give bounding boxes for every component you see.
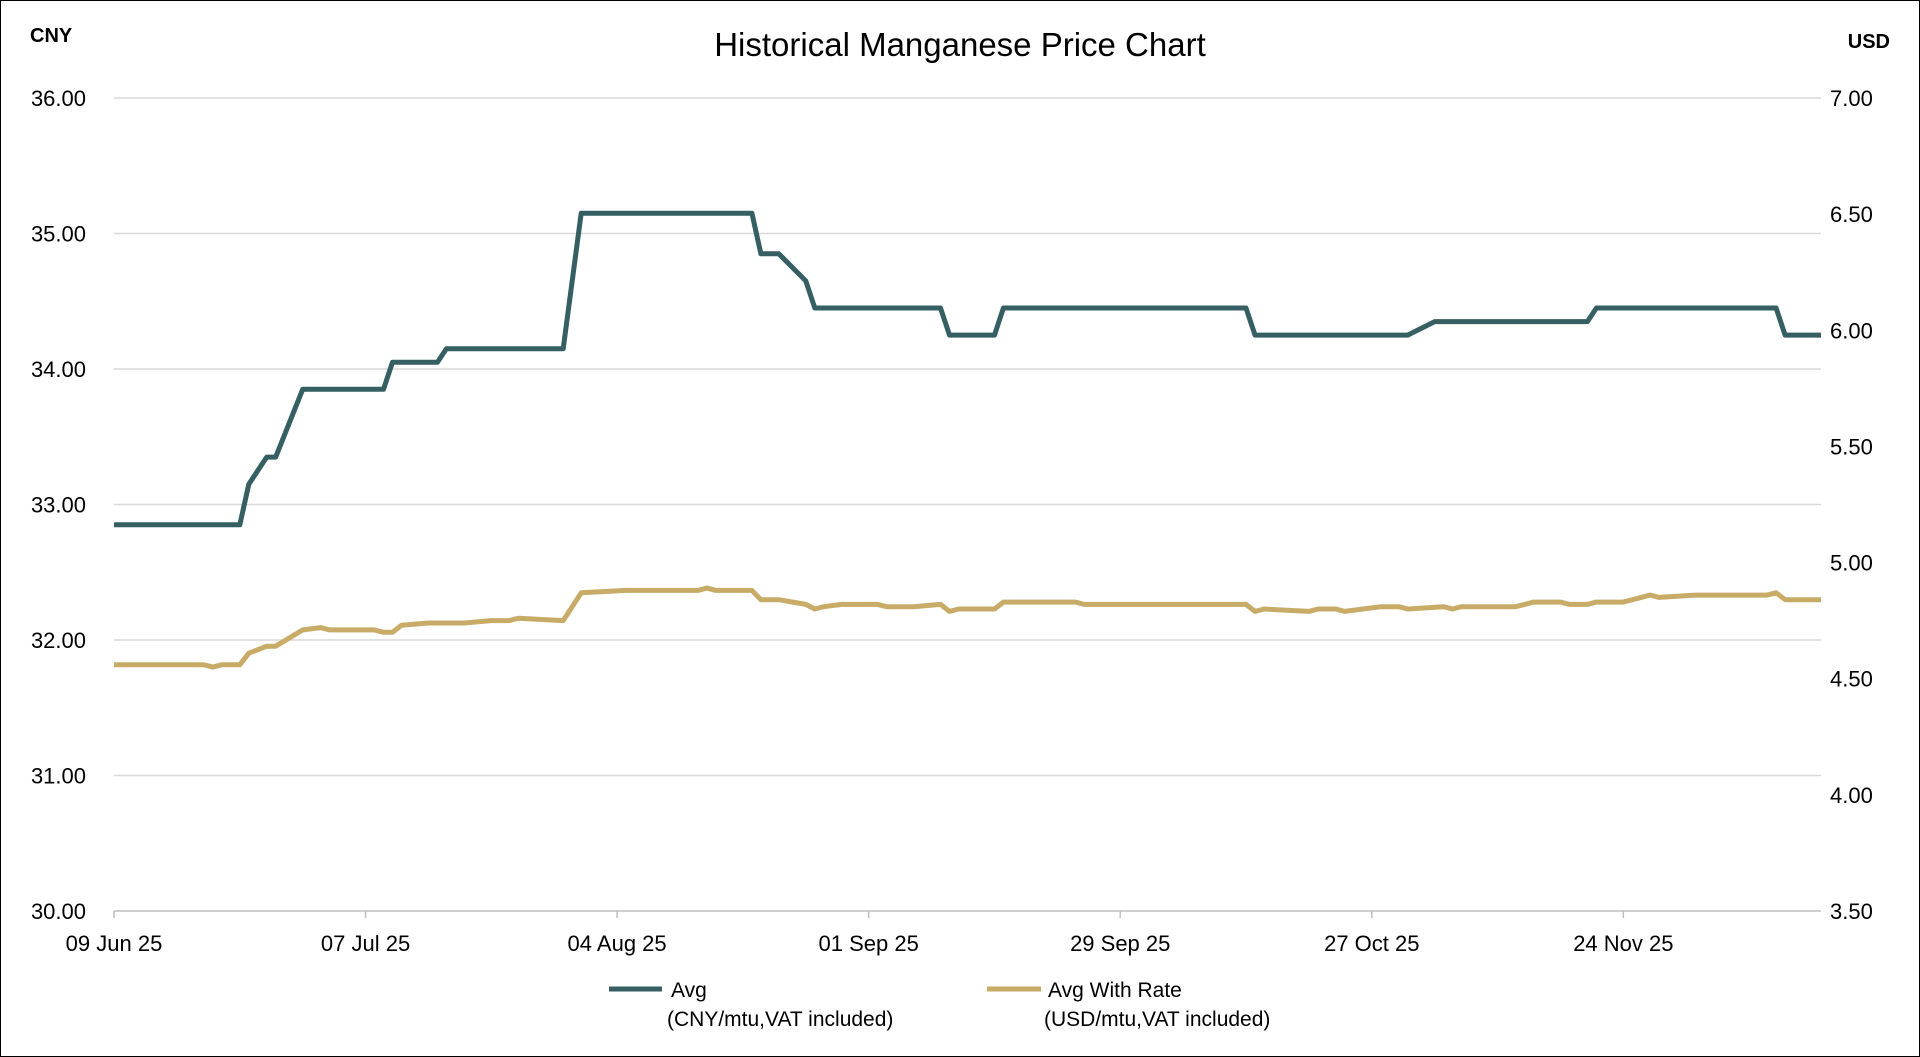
x-tick-label: 01 Sep 25 [819,931,919,956]
series-line-avg-with-rate [114,585,1821,670]
y-left-tick-label: 30.00 [31,899,86,924]
y-left-tick-label: 31.00 [31,764,86,789]
y-right-tick-label: 4.00 [1830,783,1873,808]
x-tick-label: 24 Nov 25 [1573,931,1673,956]
x-tick-label: 07 Jul 25 [321,931,410,956]
chart-title: Historical Manganese Price Chart [714,26,1206,63]
y-right-tick-label: 4.50 [1830,667,1873,692]
y-left-axis-label: CNY [30,25,73,47]
y-right-axis-label: USD [1848,31,1890,53]
legend: Avg (CNY/mtu,VAT included) Avg With Rate… [609,979,1270,1031]
y-right-tick-label: 5.50 [1830,434,1873,459]
axis-ticks: 30.00 31.00 32.00 33.00 34.00 35.00 36.00 3.50 4… [31,86,1873,956]
legend-label-avg-with-rate: Avg With Rate [1048,979,1182,1002]
legend-unit-avg: (CNY/mtu,VAT included) [667,1008,893,1031]
x-tick-label: 27 Oct 25 [1324,931,1419,956]
gridlines [114,97,1821,912]
legend-unit-avg-with-rate: (USD/mtu,VAT included) [1044,1008,1270,1031]
y-left-tick-label: 32.00 [31,628,86,653]
legend-label-avg: Avg [671,979,707,1002]
y-left-tick-label: 36.00 [31,86,86,111]
y-left-tick-label: 33.00 [31,493,86,518]
y-left-tick-label: 34.00 [31,357,86,382]
y-left-tick-label: 35.00 [31,222,86,247]
y-right-tick-label: 6.00 [1830,318,1873,343]
x-tick-label: 09 Jun 25 [66,931,163,956]
series-lines [114,210,1821,670]
y-right-tick-label: 6.50 [1830,202,1873,227]
y-right-tick-label: 7.00 [1830,86,1873,111]
x-tick-label: 04 Aug 25 [568,931,667,956]
y-right-tick-label: 3.50 [1830,899,1873,924]
y-right-tick-label: 5.00 [1830,551,1873,576]
x-tick-label: 29 Sep 25 [1070,931,1170,956]
series-line-avg [114,210,1821,528]
